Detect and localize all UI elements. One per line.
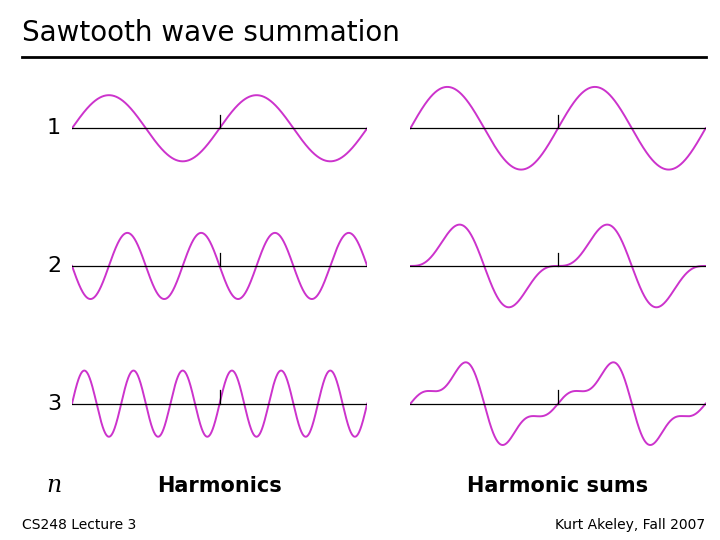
Text: Kurt Akeley, Fall 2007: Kurt Akeley, Fall 2007 (555, 518, 706, 532)
Text: 1: 1 (47, 118, 61, 138)
Text: Harmonics: Harmonics (157, 476, 282, 496)
Text: Harmonic sums: Harmonic sums (467, 476, 649, 496)
Text: n: n (46, 475, 62, 497)
Text: CS248 Lecture 3: CS248 Lecture 3 (22, 518, 136, 532)
Text: 3: 3 (47, 394, 61, 414)
Text: Sawtooth wave summation: Sawtooth wave summation (22, 19, 400, 47)
Text: 2: 2 (47, 256, 61, 276)
